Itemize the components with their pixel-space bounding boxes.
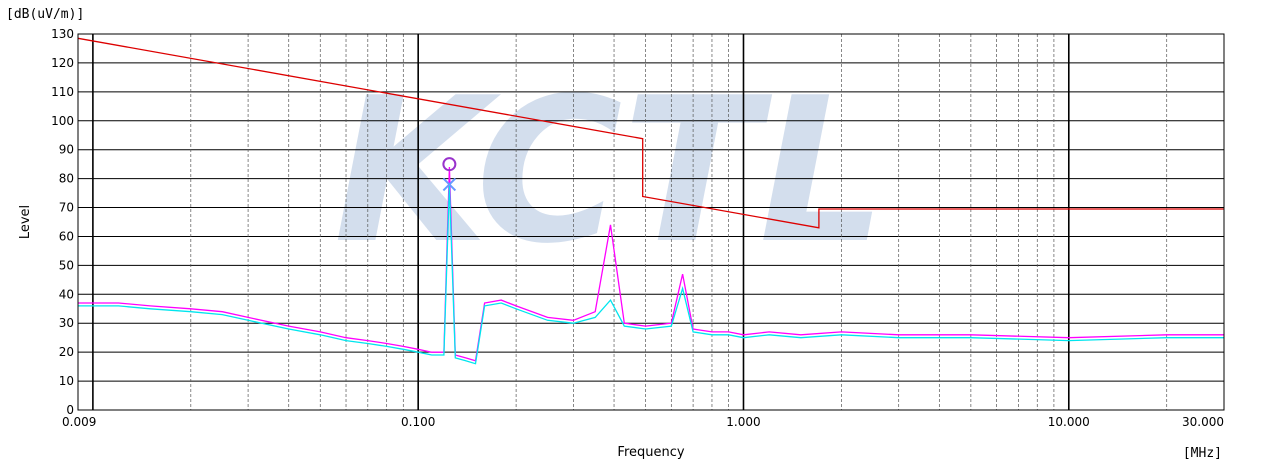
peak-circle-marker: [442, 157, 457, 172]
y-tick-label: 50: [59, 258, 74, 272]
y-tick-label: 30: [59, 316, 74, 330]
peak-cross-marker: [442, 177, 457, 192]
series-line-2: [78, 184, 1224, 365]
x-tick-labels: 0.009 0.100 1.000 10.000 30.000: [62, 415, 1224, 429]
x-tick-label: 10.000: [1048, 415, 1090, 429]
plot-frame: [77, 33, 1225, 411]
y-tick-label: 110: [51, 85, 74, 99]
limit-layer: [77, 37, 1224, 229]
y-tick-label: 10: [59, 374, 74, 388]
x-unit-label: [MHz]: [1183, 446, 1222, 461]
y-tick-label: 60: [59, 229, 74, 243]
x-tick-label: 0.100: [401, 415, 435, 429]
y-tick-label: 20: [59, 345, 74, 359]
y-tick-label: 40: [59, 287, 74, 301]
y-tick-label: 100: [51, 114, 74, 128]
x-tick-label: 30.000: [1182, 415, 1224, 429]
y-tick-label: 120: [51, 56, 74, 70]
marker-layer: [442, 157, 457, 192]
series-layer: [78, 166, 1224, 365]
y-tick-label: 0: [66, 403, 74, 417]
x-tick-label: 0.009: [62, 415, 96, 429]
y-tick-labels: 0 10 20 30 40 50 60 70 80 90 100 110 120 130: [51, 27, 74, 417]
y-tick-label: 80: [59, 172, 74, 186]
y-tick-label: 90: [59, 143, 74, 157]
y-tick-label: 130: [51, 27, 74, 41]
y-unit-label: [dB(uV/m)]: [6, 7, 84, 22]
x-axis-title: Frequency: [617, 445, 684, 460]
limit-line: [77, 37, 1224, 229]
series-line-1: [78, 166, 1224, 362]
x-tick-label: 1.000: [726, 415, 760, 429]
y-axis-title: Level: [18, 205, 33, 239]
y-tick-label: 70: [59, 201, 74, 215]
watermark: KCTL: [334, 55, 887, 288]
cross-stroke: [442, 177, 457, 192]
